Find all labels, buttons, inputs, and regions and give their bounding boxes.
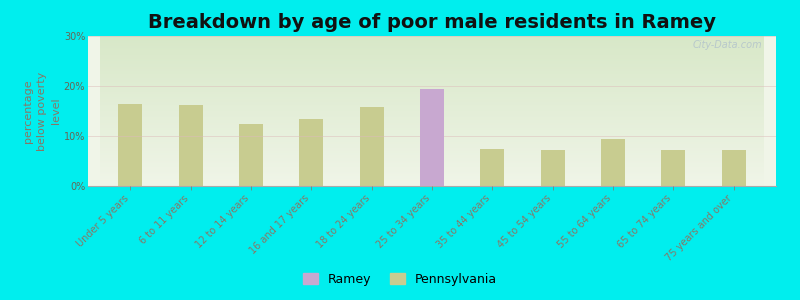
Bar: [420, 140, 444, 186]
Text: City-Data.com: City-Data.com: [693, 40, 762, 50]
Title: Breakdown by age of poor male residents in Ramey: Breakdown by age of poor male residents …: [148, 13, 716, 32]
Bar: [359, 107, 384, 186]
Bar: [239, 124, 263, 186]
Legend: Ramey, Pennsylvania: Ramey, Pennsylvania: [298, 268, 502, 291]
Bar: [299, 118, 323, 186]
Bar: [178, 104, 202, 186]
Bar: [480, 148, 505, 186]
Bar: [541, 150, 565, 186]
Y-axis label: percentage
below poverty
level: percentage below poverty level: [23, 71, 61, 151]
Bar: [722, 150, 746, 186]
Bar: [118, 103, 142, 186]
Bar: [420, 88, 444, 186]
Bar: [662, 149, 686, 186]
Bar: [601, 139, 625, 186]
